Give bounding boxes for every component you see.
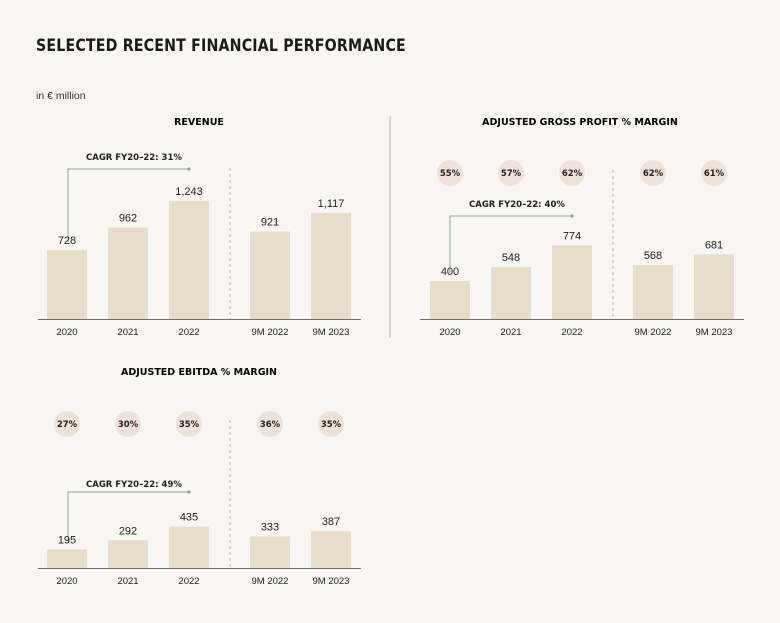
- ebitda-cagr-dot: [187, 490, 191, 494]
- revenue-tick-label-4: 9M 2023: [313, 327, 350, 338]
- revenue-value-label-4: 1,117: [318, 198, 345, 210]
- gross-profit-margin-label-0: 55%: [440, 169, 461, 179]
- gross-profit-cagr-line: [449, 215, 572, 273]
- ebitda-title: ADJUSTED EBITDA % MARGIN: [121, 367, 277, 378]
- ebitda-margin-label-2: 35%: [179, 420, 200, 430]
- ebitda-tick-label-2: 2022: [178, 576, 199, 587]
- gross-profit-cagr-label: CAGR FY20–22: 40%: [469, 200, 565, 210]
- gross-profit-margin-badge-1: [498, 160, 524, 186]
- ebitda-margin-badge-2: [176, 411, 202, 437]
- gross-profit-value-label-0: 400: [441, 266, 459, 278]
- ebitda-cagr-label: CAGR FY20–22: 49%: [86, 480, 182, 490]
- revenue-bar-2: [169, 200, 209, 319]
- gross-profit-margin-badge-2: [559, 160, 585, 186]
- gross-profit-tick-label-0: 2020: [439, 327, 460, 338]
- gross-profit-value-label-3: 568: [644, 250, 662, 262]
- ebitda-bar-3: [250, 536, 290, 568]
- revenue-tick-label-3: 9M 2022: [252, 327, 289, 338]
- ebitda-margin-badge-1: [115, 411, 141, 437]
- ebitda-bar-1: [108, 540, 148, 568]
- revenue-value-label-0: 728: [58, 235, 76, 247]
- unit-note: in € million: [36, 90, 86, 102]
- gross-profit-cagr-dot: [570, 214, 574, 218]
- gross-profit-tick-label-2: 2022: [561, 327, 582, 338]
- ebitda-margin-badge-3: [257, 411, 283, 437]
- gross-profit-tick-label-4: 9M 2023: [696, 327, 733, 338]
- ebitda-margin-label-4: 35%: [321, 420, 342, 430]
- page-title: SELECTED RECENT FINANCIAL PERFORMANCE: [36, 36, 406, 55]
- ebitda-margin-label-0: 27%: [57, 420, 78, 430]
- gross-profit-title: ADJUSTED GROSS PROFIT % MARGIN: [482, 117, 678, 128]
- gross-profit-margin-label-3: 62%: [643, 169, 664, 179]
- gross-profit-bar-0: [430, 281, 470, 319]
- revenue-tick-label-2: 2022: [178, 327, 199, 338]
- revenue-bar-1: [108, 227, 148, 319]
- ebitda-tick-label-1: 2021: [117, 576, 138, 587]
- revenue-value-label-3: 921: [261, 217, 279, 229]
- revenue-cagr-dot: [187, 167, 191, 171]
- gross-profit-margin-badge-3: [640, 160, 666, 186]
- ebitda-value-label-0: 195: [58, 534, 76, 546]
- revenue-title: REVENUE: [174, 117, 224, 128]
- ebitda-tick-label-3: 9M 2022: [252, 576, 289, 587]
- gross-profit-bar-4: [694, 254, 734, 319]
- ebitda-value-label-4: 387: [322, 516, 340, 528]
- revenue-cagr-label: CAGR FY20–22: 31%: [86, 153, 182, 163]
- ebitda-margin-label-3: 36%: [260, 420, 281, 430]
- gross-profit-margin-badge-4: [701, 160, 727, 186]
- gross-profit-value-label-2: 774: [563, 230, 581, 242]
- ebitda-tick-label-0: 2020: [56, 576, 77, 587]
- ebitda-tick-label-4: 9M 2023: [313, 576, 350, 587]
- ebitda-value-label-3: 333: [261, 521, 279, 533]
- gross-profit-value-label-1: 548: [502, 252, 520, 264]
- revenue-cagr-line: [67, 168, 189, 242]
- ebitda-margin-badge-0: [54, 411, 80, 437]
- gross-profit-bar-3: [633, 265, 673, 319]
- ebitda-value-label-1: 292: [119, 525, 137, 537]
- ebitda-bar-2: [169, 526, 209, 568]
- gross-profit-margin-label-4: 61%: [704, 169, 725, 179]
- revenue-value-label-2: 1,243: [175, 186, 203, 198]
- revenue-value-label-1: 962: [119, 213, 137, 225]
- gross-profit-tick-label-3: 9M 2022: [635, 327, 672, 338]
- gross-profit-tick-label-1: 2021: [500, 327, 521, 338]
- revenue-tick-label-1: 2021: [117, 327, 138, 338]
- revenue-bar-0: [47, 249, 87, 319]
- gross-profit-margin-label-1: 57%: [501, 169, 522, 179]
- ebitda-bar-0: [47, 549, 87, 568]
- gross-profit-bar-1: [491, 266, 531, 319]
- ebitda-margin-badge-4: [318, 411, 344, 437]
- ebitda-margin-label-1: 30%: [118, 420, 139, 430]
- revenue-tick-label-0: 2020: [56, 327, 77, 338]
- revenue-bar-3: [250, 231, 290, 319]
- gross-profit-margin-label-2: 62%: [562, 169, 583, 179]
- gross-profit-value-label-4: 681: [705, 239, 723, 251]
- ebitda-value-label-2: 435: [180, 512, 198, 524]
- revenue-bar-4: [311, 212, 351, 319]
- ebitda-cagr-line: [67, 491, 189, 542]
- gross-profit-margin-badge-0: [437, 160, 463, 186]
- gross-profit-bar-2: [552, 245, 592, 319]
- ebitda-bar-4: [311, 531, 351, 568]
